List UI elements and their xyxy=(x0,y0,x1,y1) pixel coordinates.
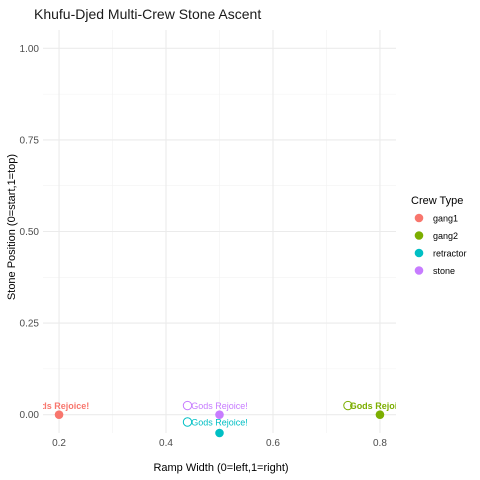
annotation-marker xyxy=(182,400,193,411)
y-tick-label: 1.00 xyxy=(20,44,40,55)
x-tick-label: 0.2 xyxy=(52,438,66,449)
annotation-retractor: Gods Rejoice! xyxy=(182,417,248,427)
annotation-label: Gods Rejoice! xyxy=(191,417,248,427)
y-tick-label: 0.25 xyxy=(20,319,40,330)
annotations: Gods Rejoice! Gods Rejoice! Gods Rejoice! G… xyxy=(23,400,411,427)
legend-key xyxy=(414,213,424,223)
point-gang2 xyxy=(375,410,385,419)
annotation-gang2: Gods Rejoice! xyxy=(343,400,411,411)
point-retractor xyxy=(215,428,224,438)
legend-item-stone: stone xyxy=(414,266,455,276)
x-tick-labels: 0.2 0.4 0.6 0.8 xyxy=(52,438,387,449)
annotation-stone: Gods Rejoice! xyxy=(182,400,248,411)
annotation-label: Gods Rejoice! xyxy=(191,401,248,411)
y-tick-label: 0.00 xyxy=(20,410,40,421)
legend-label: stone xyxy=(433,266,455,276)
legend-label: retractor xyxy=(433,248,467,258)
legend-key xyxy=(414,231,424,240)
y-tick-label: 0.50 xyxy=(20,227,40,238)
x-tick-label: 0.6 xyxy=(266,438,280,449)
legend: Crew Type gang1 gang2 retractor stone xyxy=(411,195,467,276)
legend-label: gang1 xyxy=(433,213,458,223)
legend-label: gang2 xyxy=(433,231,458,241)
legend-title: Crew Type xyxy=(411,195,463,207)
legend-item-gang2: gang2 xyxy=(414,231,458,241)
x-tick-label: 0.4 xyxy=(159,438,173,449)
y-axis-title: Stone Position (0=start,1=top) xyxy=(6,154,18,300)
annotation-label: Gods Rejoice! xyxy=(29,401,90,411)
data-points xyxy=(54,410,385,438)
x-axis-title: Ramp Width (0=left,1=right) xyxy=(153,462,288,474)
legend-key xyxy=(414,266,424,275)
legend-item-retractor: retractor xyxy=(414,248,467,258)
legend-item-gang1: gang1 xyxy=(414,213,458,223)
grid xyxy=(43,30,396,433)
point-gang1 xyxy=(54,410,64,419)
point-stone xyxy=(215,410,224,419)
y-tick-label: 0.75 xyxy=(20,135,40,146)
x-tick-label: 0.8 xyxy=(373,438,387,449)
y-tick-labels: 0.00 0.25 0.50 0.75 1.00 xyxy=(20,44,40,421)
annotation-gang1: Gods Rejoice! xyxy=(23,401,90,411)
annotation-label: Gods Rejoice! xyxy=(350,401,411,411)
annotation-marker xyxy=(23,401,31,409)
legend-key xyxy=(414,248,424,258)
annotation-marker xyxy=(343,400,353,411)
chart-title: Khufu-Djed Multi-Crew Stone Ascent xyxy=(34,6,261,22)
annotation-marker xyxy=(182,417,193,427)
